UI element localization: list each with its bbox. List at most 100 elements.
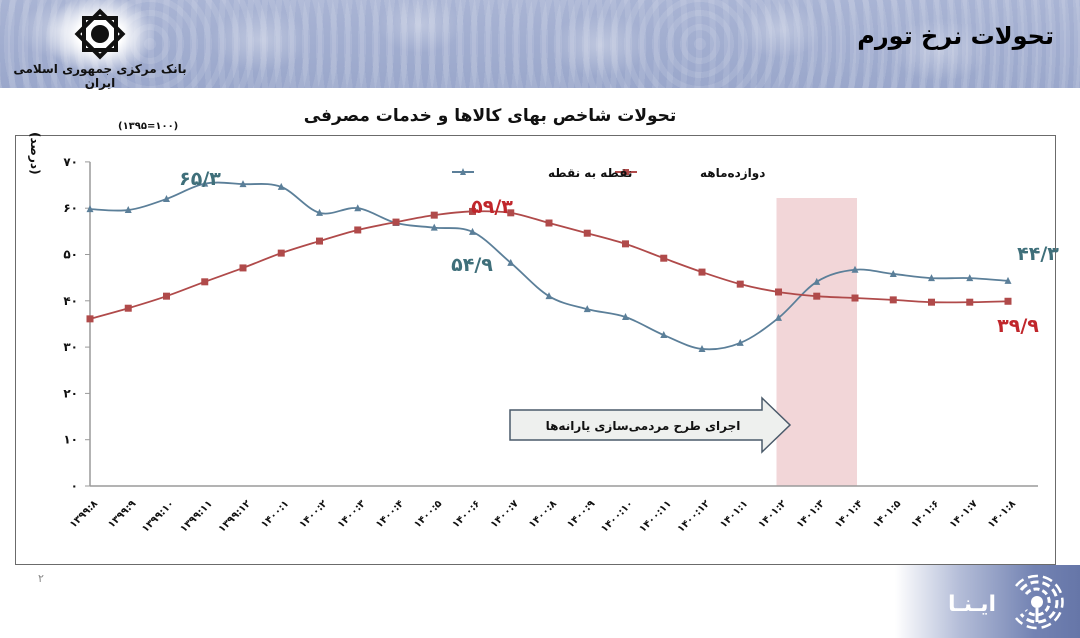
triangle-marker — [775, 313, 782, 321]
triangle-marker — [163, 194, 170, 202]
y-tick-label: ۴۰ — [63, 294, 78, 308]
series-twelve-month — [89, 210, 1009, 320]
y-tick-label: ۵۰ — [63, 248, 78, 262]
legend-label-twelve-month: دوازده‌ماهه — [700, 166, 765, 181]
x-tick-label: ۱۴۰۱:۱ — [718, 498, 750, 530]
x-tick-label: ۱۴۰۰:۱ — [259, 498, 291, 530]
square-marker — [507, 209, 515, 217]
triangle-marker — [736, 338, 744, 346]
y-tick-label: ۱۰ — [63, 433, 78, 447]
x-tick-label: ۱۳۹۹:۱۰ — [140, 498, 177, 535]
x-tick-label: ۱۴۰۱:۴ — [833, 498, 865, 530]
x-tick-label: ۱۴۰۰:۱۱ — [637, 498, 674, 535]
annotation-blue-peak: ۶۵/۳ — [179, 168, 221, 190]
annotation-blue-mid: ۵۴/۹ — [451, 254, 493, 276]
triangle-marker — [124, 206, 132, 214]
x-tick-label: ۱۴۰۰:۷ — [489, 498, 521, 530]
x-tick-label: ۱۴۰۱:۲ — [756, 498, 788, 530]
y-tick-label: ۶۰ — [63, 201, 78, 215]
triangle-marker — [698, 344, 706, 352]
shaded-period — [776, 198, 857, 486]
triangle-marker — [583, 305, 591, 313]
x-tick-label: ۱۴۰۱:۸ — [986, 498, 1018, 530]
square-marker — [889, 296, 897, 304]
x-tick-label: ۱۳۹۹:۱۱ — [178, 498, 215, 535]
page-number: ۲ — [38, 572, 44, 585]
y-tick-label: ۰ — [71, 479, 78, 493]
annotation-blue-end: ۴۴/۳ — [1017, 243, 1059, 265]
square-marker — [239, 264, 247, 272]
x-tick-label: ۱۴۰۰:۵ — [412, 498, 444, 530]
square-marker — [966, 298, 974, 306]
legend-square-marker — [623, 169, 629, 175]
ina-broadcast-icon — [1015, 574, 1064, 630]
triangle-marker — [545, 292, 553, 300]
square-marker — [392, 218, 400, 226]
chart-frame — [15, 135, 1056, 565]
annotation-red-peak: ۵۹/۳ — [471, 196, 513, 218]
triangle-marker — [851, 265, 859, 273]
arrow-shape — [509, 396, 792, 454]
page-title: تحولات نرخ تورم — [857, 22, 1054, 50]
shaded-region — [776, 198, 857, 486]
square-marker — [316, 237, 323, 245]
square-marker — [86, 315, 94, 323]
triangle-marker — [86, 205, 94, 213]
triangle-marker — [430, 223, 438, 231]
square-marker — [928, 298, 935, 306]
y-axis-unit: (درصد) — [28, 132, 42, 175]
square-marker — [124, 304, 132, 312]
subsidy-arrow: اجرای طرح مردمی‌سازی یارانه‌ها — [509, 396, 792, 454]
central-bank-logo-icon — [74, 8, 126, 60]
square-marker — [736, 280, 744, 288]
series-point-to-point — [89, 181, 1009, 351]
x-tick-label: ۱۴۰۱:۶ — [909, 498, 941, 530]
square-marker — [354, 226, 362, 234]
chart-title: تحولات شاخص بهای کالاها و خدمات مصرفی — [303, 106, 677, 126]
x-tick-label: ۱۴۰۰:۲ — [297, 498, 329, 530]
square-marker — [775, 288, 782, 296]
square-marker — [469, 207, 476, 215]
square-marker — [660, 254, 668, 262]
square-marker — [545, 219, 553, 227]
bank-name: بانک مرکزی جمهوری اسلامی ایران — [13, 62, 187, 90]
triangle-marker — [507, 258, 515, 266]
ina-brand-text: ایـنـا — [948, 592, 997, 617]
triangle-marker — [889, 269, 897, 277]
x-tick-label: ۱۳۹۹:۸ — [68, 498, 100, 530]
base-year-note: (۱۳۹۵=۱۰۰) — [118, 121, 179, 132]
x-tick-label: ۱۴۰۰:۹ — [565, 498, 597, 530]
x-tick-label: ۱۴۰۰:۳ — [336, 498, 368, 530]
x-tick-label: ۱۳۹۹:۱۲ — [217, 498, 254, 535]
triangle-marker — [622, 313, 629, 321]
chart-legend: دوازده‌ماهه نقطه به نقطه — [452, 166, 765, 181]
triangle-marker — [660, 331, 668, 339]
triangle-marker — [201, 179, 209, 187]
chart-annotations: ۶۵/۳ ۵۹/۳ ۵۴/۹ ۴۴/۳ ۳۹/۹ — [179, 168, 1059, 337]
arrow-label: اجرای طرح مردمی‌سازی یارانه‌ها — [546, 419, 741, 433]
triangle-marker — [469, 227, 476, 235]
x-tick-label: ۱۴۰۱:۵ — [871, 498, 903, 530]
square-marker — [583, 229, 591, 237]
triangle-marker — [277, 182, 285, 190]
legend-triangle-marker — [460, 168, 466, 175]
square-marker — [622, 240, 629, 248]
square-marker — [277, 249, 285, 257]
x-tick-label: ۱۴۰۱:۷ — [948, 498, 980, 530]
x-tick-label: ۱۴۰۰:۴ — [374, 498, 406, 530]
square-marker — [163, 292, 170, 300]
x-tick-label: ۱۴۰۱:۳ — [795, 498, 827, 530]
square-marker — [851, 294, 859, 302]
x-tick-label: ۱۴۰۰:۸ — [527, 498, 559, 530]
y-tick-label: ۷۰ — [63, 155, 78, 169]
annotation-red-end: ۳۹/۹ — [997, 315, 1039, 337]
square-marker — [1004, 297, 1012, 305]
y-tick-label: ۲۰ — [63, 386, 78, 400]
square-marker — [201, 278, 209, 286]
triangle-marker — [813, 277, 821, 285]
triangle-marker — [966, 274, 974, 282]
x-tick-label: ۱۴۰۰:۶ — [450, 498, 482, 530]
header-banner: بانک مرکزی جمهوری اسلامی ایران تحولات نر… — [0, 0, 1080, 90]
